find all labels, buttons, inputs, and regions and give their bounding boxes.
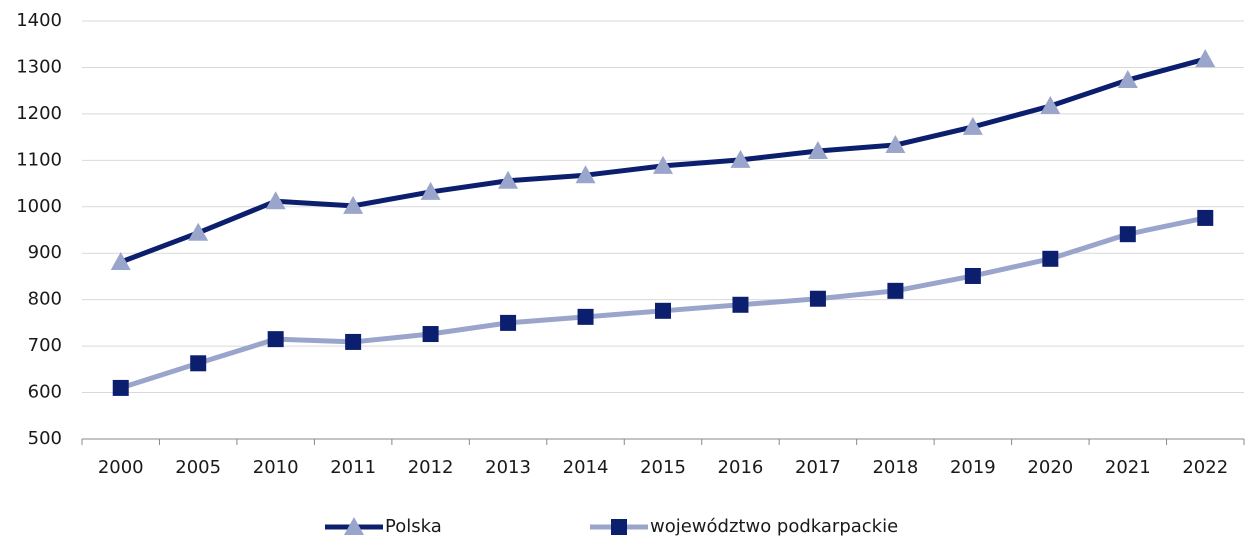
- data-point: [1040, 95, 1061, 114]
- x-tick-label: 2010: [253, 457, 299, 478]
- y-tick-label: 1200: [16, 103, 62, 124]
- x-tick-label: 2005: [175, 457, 221, 478]
- data-point: [730, 149, 751, 168]
- x-tick-label: 2017: [795, 457, 841, 478]
- data-point: [422, 326, 439, 343]
- data-point: [1195, 49, 1216, 68]
- y-tick-label: 1400: [16, 10, 62, 31]
- data-point: [345, 333, 362, 350]
- data-point: [110, 252, 131, 271]
- x-tick-label: 2022: [1182, 457, 1228, 478]
- y-tick-label: 600: [28, 382, 62, 403]
- x-tick-label: 2012: [408, 457, 454, 478]
- x-tick-label: 2020: [1027, 457, 1073, 478]
- legend-label: województwo podkarpackie: [650, 516, 898, 537]
- data-point: [1197, 209, 1214, 226]
- data-point: [885, 135, 906, 154]
- x-tick-label: 2016: [718, 457, 764, 478]
- x-tick-label: 2018: [872, 457, 918, 478]
- x-tick-label: 2013: [485, 457, 531, 478]
- y-tick-label: 800: [28, 289, 62, 310]
- data-point: [420, 181, 441, 200]
- y-tick-label: 700: [28, 335, 62, 356]
- data-point: [964, 267, 981, 284]
- data-point: [112, 379, 129, 396]
- data-point: [962, 116, 983, 135]
- data-point: [887, 282, 904, 299]
- data-point: [809, 290, 826, 307]
- data-point: [188, 222, 209, 241]
- data-point: [1042, 250, 1059, 267]
- data-point: [577, 308, 594, 325]
- data-point: [267, 331, 284, 348]
- x-tick-label: 2011: [330, 457, 376, 478]
- x-tick-label: 2014: [563, 457, 609, 478]
- data-point: [653, 155, 673, 174]
- data-point: [343, 195, 364, 214]
- legend-marker: [344, 517, 364, 535]
- data-point: [1119, 226, 1136, 243]
- x-tick-label: 2015: [640, 457, 686, 478]
- data-point: [190, 355, 207, 372]
- x-tick-label: 2021: [1105, 457, 1151, 478]
- data-point: [265, 191, 286, 210]
- y-tick-label: 900: [28, 242, 62, 263]
- legend-label: Polska: [385, 516, 442, 537]
- x-tick-label: 2000: [98, 457, 144, 478]
- data-point: [498, 170, 519, 189]
- y-tick-label: 1300: [16, 56, 62, 77]
- data-point: [1117, 69, 1138, 88]
- y-tick-label: 500: [28, 428, 62, 449]
- data-point: [500, 314, 517, 331]
- y-tick-label: 1100: [16, 149, 62, 170]
- data-point: [655, 302, 671, 319]
- x-tick-label: 2019: [950, 457, 996, 478]
- data-point: [732, 296, 749, 313]
- legend-marker: [611, 519, 627, 535]
- y-tick-label: 1000: [16, 196, 62, 217]
- data-point: [807, 141, 828, 160]
- data-point: [575, 165, 596, 184]
